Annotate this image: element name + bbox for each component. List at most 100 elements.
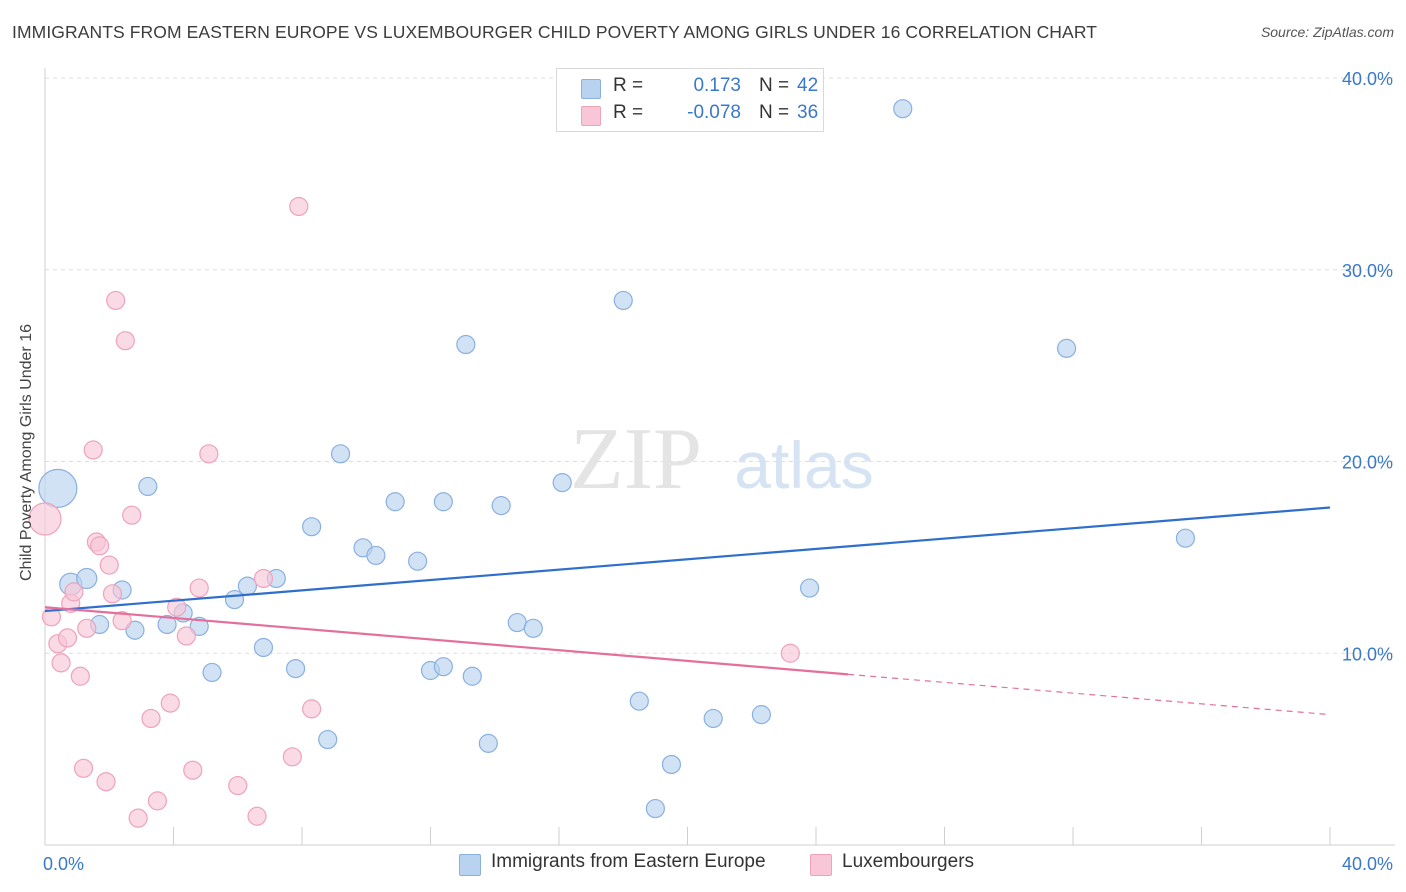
point-eastern-europe bbox=[1056, 338, 1077, 358]
point-eastern-europe bbox=[253, 637, 274, 658]
point-eastern-europe bbox=[202, 662, 222, 683]
legend-r-label: R = bbox=[613, 75, 644, 96]
point-eastern-europe bbox=[462, 666, 482, 686]
point-luxembourgers bbox=[96, 772, 116, 792]
point-luxembourgers bbox=[51, 653, 71, 673]
y-tick-label: 10.0% bbox=[1342, 644, 1393, 664]
bottom-legend-label: Immigrants from Eastern Europe bbox=[491, 851, 766, 872]
chart-title: IMMIGRANTS FROM EASTERN EUROPE VS LUXEMB… bbox=[12, 22, 1098, 42]
x-tick-label: 40.0% bbox=[1342, 854, 1393, 874]
axes bbox=[44, 68, 1395, 846]
legend-r-label: R = bbox=[613, 102, 644, 123]
y-tick-label: 40.0% bbox=[1342, 69, 1393, 89]
legend-n-label: N = bbox=[759, 75, 790, 96]
point-eastern-europe bbox=[645, 798, 665, 819]
point-eastern-europe bbox=[237, 576, 257, 596]
point-eastern-europe bbox=[433, 657, 453, 677]
point-luxembourgers bbox=[57, 628, 78, 648]
grid-lines bbox=[45, 77, 1395, 654]
point-luxembourgers bbox=[70, 666, 90, 686]
point-luxembourgers bbox=[122, 505, 142, 525]
bottom-legend-swatch-blue bbox=[459, 854, 481, 876]
point-luxembourgers bbox=[253, 568, 274, 589]
point-luxembourgers bbox=[64, 582, 84, 602]
watermark-atlas: atlas bbox=[734, 428, 873, 502]
bottom-legend-swatch-pink bbox=[810, 854, 832, 876]
point-luxembourgers bbox=[183, 760, 203, 780]
point-luxembourgers bbox=[247, 806, 267, 826]
point-luxembourgers bbox=[780, 643, 800, 663]
trend-line-luxembourgers-extension bbox=[848, 673, 1331, 716]
point-eastern-europe bbox=[224, 589, 245, 610]
point-eastern-europe bbox=[157, 614, 177, 635]
point-eastern-europe bbox=[799, 578, 820, 598]
point-luxembourgers bbox=[176, 626, 196, 646]
point-luxembourgers bbox=[128, 808, 148, 828]
legend-n-value: 36 bbox=[797, 102, 819, 123]
point-luxembourgers bbox=[77, 618, 97, 638]
point-luxembourgers bbox=[28, 502, 62, 536]
x-tick-label: 0.0% bbox=[43, 854, 84, 874]
y-tick-label: 30.0% bbox=[1342, 261, 1393, 281]
point-eastern-europe bbox=[302, 517, 322, 537]
point-luxembourgers bbox=[160, 693, 180, 713]
point-eastern-europe bbox=[38, 468, 78, 508]
point-luxembourgers bbox=[189, 578, 209, 598]
legend-swatch-blue bbox=[581, 79, 601, 99]
point-luxembourgers bbox=[99, 555, 119, 575]
point-eastern-europe bbox=[76, 567, 98, 590]
legend-n-label: N = bbox=[759, 102, 790, 123]
trend-lines bbox=[44, 506, 1331, 716]
point-luxembourgers bbox=[141, 708, 161, 729]
legend-r-value: 0.173 bbox=[693, 75, 741, 96]
point-eastern-europe bbox=[478, 733, 498, 753]
legend-n-value: 42 bbox=[797, 75, 819, 96]
point-luxembourgers bbox=[282, 747, 302, 767]
point-eastern-europe bbox=[1175, 528, 1196, 548]
series-eastern-europe-points bbox=[38, 99, 1196, 819]
point-eastern-europe bbox=[366, 545, 386, 566]
point-luxembourgers bbox=[115, 331, 135, 351]
point-luxembourgers bbox=[83, 440, 103, 460]
point-luxembourgers bbox=[147, 791, 168, 811]
point-eastern-europe bbox=[433, 492, 453, 512]
point-luxembourgers bbox=[302, 699, 322, 719]
bottom-legend-label: Luxembourgers bbox=[842, 851, 975, 872]
point-eastern-europe bbox=[523, 618, 543, 638]
watermark-zip: ZIP bbox=[570, 411, 702, 508]
point-eastern-europe bbox=[408, 551, 428, 571]
point-luxembourgers bbox=[73, 758, 94, 778]
y-axis-label: Child Poverty Among Girls Under 16 bbox=[18, 324, 35, 581]
correlation-legend: R = 0.173 N = 42 R = -0.078 N = 36 bbox=[556, 68, 824, 132]
point-luxembourgers bbox=[102, 584, 123, 604]
trend-line-eastern-europe bbox=[44, 506, 1331, 613]
point-eastern-europe bbox=[330, 444, 351, 464]
point-luxembourgers bbox=[112, 611, 132, 631]
point-eastern-europe bbox=[285, 658, 306, 679]
point-luxembourgers bbox=[106, 290, 126, 311]
point-luxembourgers bbox=[90, 536, 110, 556]
point-eastern-europe bbox=[125, 620, 145, 640]
point-eastern-europe bbox=[491, 496, 511, 516]
point-eastern-europe bbox=[613, 290, 633, 311]
y-tick-label: 20.0% bbox=[1342, 453, 1393, 473]
source-label: Source: ZipAtlas.com bbox=[1260, 24, 1394, 40]
series-luxembourgers-points bbox=[28, 196, 800, 828]
point-luxembourgers bbox=[167, 597, 187, 617]
tick-labels: 10.0% 20.0% 30.0% 40.0% 0.0% 40.0% bbox=[43, 69, 1393, 874]
point-eastern-europe bbox=[189, 616, 209, 637]
point-eastern-europe bbox=[138, 476, 158, 497]
point-luxembourgers bbox=[289, 196, 309, 217]
point-luxembourgers bbox=[228, 775, 248, 796]
point-eastern-europe bbox=[318, 729, 338, 750]
point-eastern-europe bbox=[629, 691, 649, 711]
point-eastern-europe bbox=[507, 612, 527, 633]
point-eastern-europe bbox=[552, 472, 572, 493]
point-eastern-europe bbox=[456, 334, 476, 355]
trend-line-luxembourgers bbox=[44, 606, 849, 676]
point-eastern-europe bbox=[661, 754, 682, 775]
point-eastern-europe bbox=[751, 705, 771, 725]
point-eastern-europe bbox=[385, 492, 405, 512]
point-eastern-europe bbox=[893, 99, 913, 119]
